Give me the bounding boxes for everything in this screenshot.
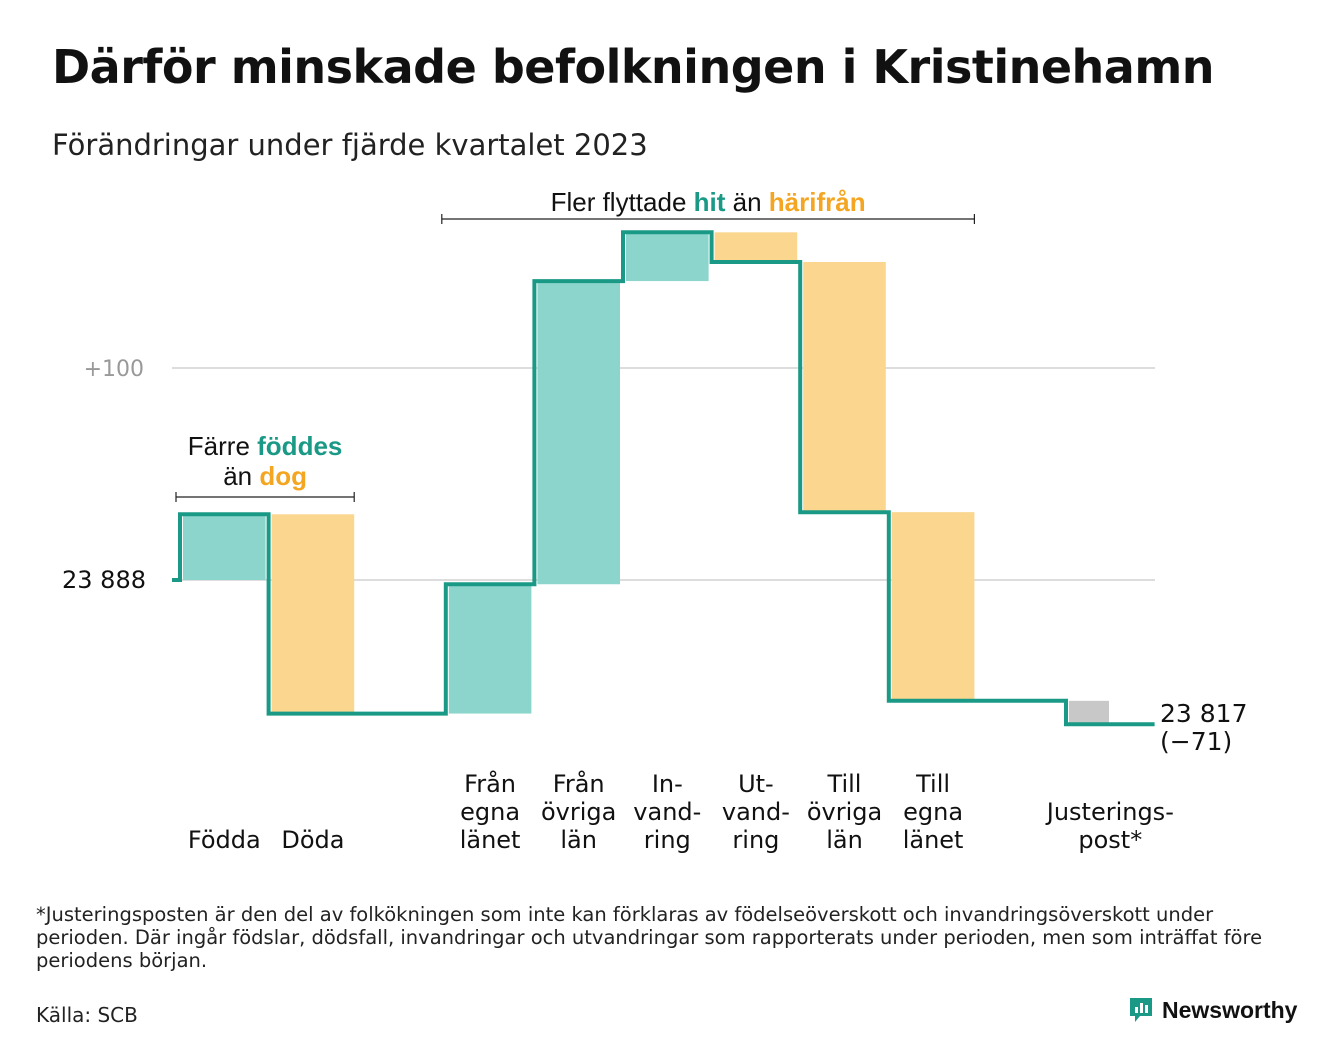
end-change-label: (−71) bbox=[1160, 727, 1232, 756]
category-label: län bbox=[826, 826, 863, 854]
category-label: egna bbox=[903, 798, 963, 826]
footnote: *Justeringsposten är den del av folkökni… bbox=[36, 903, 1263, 972]
annotation-part: Fler flyttade bbox=[551, 187, 694, 217]
category-label: övriga bbox=[807, 798, 882, 826]
end-value-label: 23 817 bbox=[1160, 699, 1247, 728]
category-label: länet bbox=[903, 826, 964, 854]
category-label: Till bbox=[827, 770, 862, 798]
category-label: Justerings- bbox=[1045, 798, 1174, 826]
annotation-part: hit bbox=[694, 187, 726, 217]
annotation-part: härifrån bbox=[769, 187, 866, 217]
category-label: ring bbox=[644, 826, 691, 854]
category-label: Från bbox=[553, 769, 605, 798]
bar-adjust bbox=[1069, 700, 1109, 725]
bar-out bbox=[891, 512, 975, 701]
annotation-part: än bbox=[223, 461, 259, 491]
annotation-part: föddes bbox=[257, 431, 342, 461]
newsworthy-logo-icon bbox=[1130, 998, 1152, 1022]
category-label: län bbox=[560, 826, 597, 854]
category-label: Döda bbox=[281, 826, 344, 854]
bar-in bbox=[183, 514, 266, 580]
bar-in bbox=[448, 584, 532, 714]
category-label: egna bbox=[460, 798, 520, 826]
category-labels: Födda DödaFrånegnalänetFrånövrigalänIn-va… bbox=[188, 769, 1174, 854]
category-label: länet bbox=[460, 826, 521, 854]
category-label: ring bbox=[732, 826, 779, 854]
bar-out bbox=[803, 262, 886, 513]
brand-logo: Newsworthy bbox=[1128, 996, 1297, 1024]
annotation-text: än dog bbox=[223, 461, 307, 491]
start-value-label: 23 888 bbox=[62, 566, 146, 594]
category-label: Ut- bbox=[738, 770, 774, 798]
category-label: vand- bbox=[722, 798, 790, 826]
bar-out bbox=[714, 232, 798, 262]
chart-subtitle: Förändringar under fjärde kvartalet 2023 bbox=[52, 128, 648, 162]
annotation-text: Fler flyttade hit än härifrån bbox=[551, 187, 866, 217]
annotation-text: Färre föddes bbox=[188, 431, 343, 461]
bar-out bbox=[271, 514, 355, 714]
category-label: In- bbox=[652, 770, 683, 798]
y-tick-label: +100 bbox=[84, 357, 144, 382]
chart-title: Därför minskade befolkningen i Kristineh… bbox=[52, 40, 1215, 94]
running-total-line bbox=[172, 230, 1155, 727]
category-label: Från bbox=[464, 769, 516, 798]
bar-in bbox=[626, 232, 709, 282]
category-label: Födda bbox=[188, 826, 261, 854]
category-label: post* bbox=[1078, 826, 1142, 854]
annotation-part: än bbox=[725, 187, 768, 217]
bar-in bbox=[537, 281, 620, 585]
brand-name: Newsworthy bbox=[1162, 996, 1298, 1023]
annotation-part: dog bbox=[259, 461, 307, 491]
category-label: vand- bbox=[633, 798, 701, 826]
category-label: övriga bbox=[541, 798, 616, 826]
source-label: Källa: SCB bbox=[36, 1003, 138, 1027]
category-label: Till bbox=[915, 770, 950, 798]
annotation-part: Färre bbox=[188, 431, 257, 461]
